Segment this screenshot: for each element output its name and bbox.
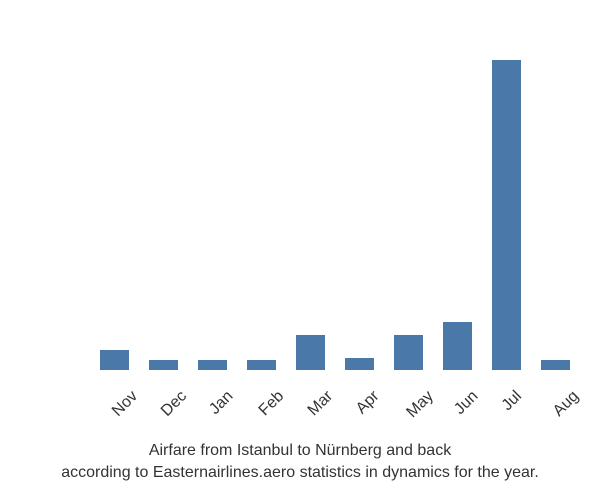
x-tick-label: Jun [451,388,482,419]
chart-plot-area [90,20,580,370]
bar [100,350,129,370]
bar [149,360,178,370]
x-tick-label: Apr [352,388,382,418]
bar [198,360,227,370]
x-tick-label: Jul [498,388,525,415]
x-tick-label: May [403,388,437,422]
bar [296,335,325,370]
x-tick-label: Mar [304,388,336,420]
x-tick-label: Jan [206,388,237,419]
x-tick-label: Nov [108,388,141,421]
chart-caption: Airfare from Istanbul to Nürnberg and ba… [0,440,600,485]
bar [345,358,374,370]
caption-line-1: Airfare from Istanbul to Nürnberg and ba… [0,440,600,462]
bar [443,322,472,370]
bar [247,360,276,370]
bar [492,60,521,370]
bar [394,335,423,370]
bars-area [90,20,580,370]
x-tick-label: Feb [255,388,287,420]
x-tick-label: Aug [549,388,582,421]
caption-line-2: according to Easternairlines.aero statis… [0,462,600,484]
x-tick-label: Dec [157,388,190,421]
bar [541,360,570,370]
